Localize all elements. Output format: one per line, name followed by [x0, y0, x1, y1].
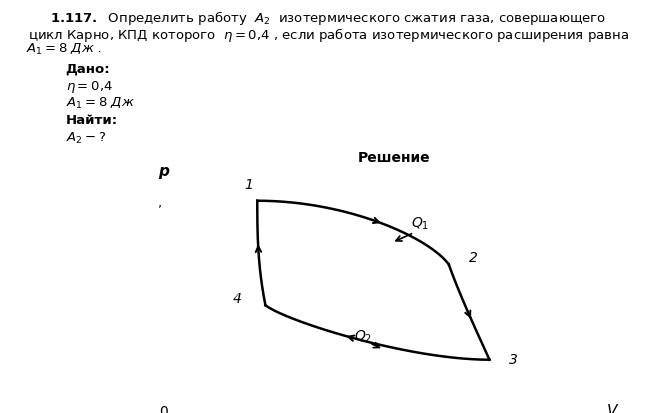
Text: 2: 2	[468, 251, 478, 265]
Text: Дано:: Дано:	[66, 63, 110, 76]
Text: $A_1 = 8$ Дж: $A_1 = 8$ Дж	[66, 96, 135, 110]
Text: 3: 3	[509, 353, 518, 367]
Text: $Q_2$: $Q_2$	[354, 328, 373, 345]
Text: V: V	[606, 404, 617, 413]
Text: $A_2 - ?$: $A_2 - ?$	[66, 131, 106, 146]
Text: $A_1 = 8$ Дж .: $A_1 = 8$ Дж .	[26, 42, 102, 56]
Text: $Q_1$: $Q_1$	[411, 216, 429, 233]
Text: Решение: Решение	[358, 151, 430, 165]
Text: 1: 1	[244, 178, 254, 192]
Text: цикл Карно, КПД которого  $\eta = 0{,}4$ , если работа изотермического расширени: цикл Карно, КПД которого $\eta = 0{,}4$ …	[28, 26, 629, 44]
Text: ’: ’	[158, 203, 162, 216]
Text: p: p	[158, 164, 169, 179]
Text: $\eta = 0{,}4$: $\eta = 0{,}4$	[66, 79, 112, 95]
Text: 0: 0	[159, 405, 168, 413]
Text: 4: 4	[233, 292, 241, 306]
Text: $\mathbf{1.117.}$  Определить работу  $A_2$  изотермического сжатия газа, соверш: $\mathbf{1.117.}$ Определить работу $A_2…	[51, 9, 606, 27]
Text: Найти:: Найти:	[66, 114, 118, 127]
